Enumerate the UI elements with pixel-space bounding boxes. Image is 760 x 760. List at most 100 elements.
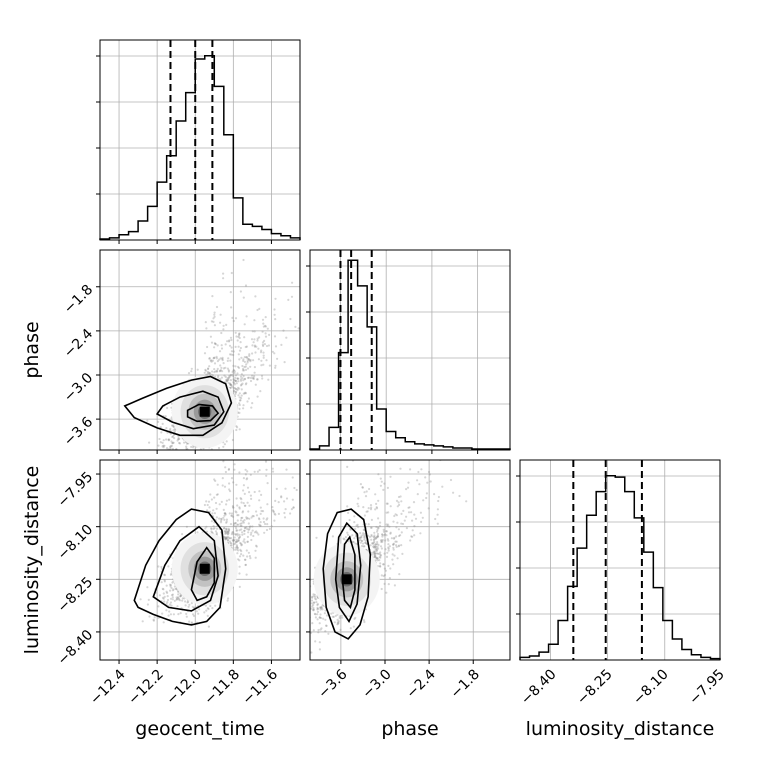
sample-point (349, 627, 352, 630)
sample-point (245, 440, 247, 442)
sample-point (235, 544, 238, 547)
sample-point (205, 500, 208, 503)
sample-point (253, 330, 256, 333)
sample-point (239, 341, 242, 344)
sample-point (266, 503, 269, 506)
sample-point (407, 511, 411, 514)
sample-point (224, 536, 227, 539)
sample-point (246, 517, 249, 520)
sample-point (232, 389, 235, 392)
sample-point (234, 365, 237, 368)
sample-point (256, 308, 259, 312)
sample-point (139, 598, 142, 601)
sample-point (264, 332, 267, 335)
sample-point (310, 595, 314, 598)
sample-point (214, 343, 217, 346)
sample-point (407, 506, 410, 509)
sample-point (258, 499, 261, 502)
sample-point (239, 399, 242, 402)
sample-point (161, 445, 164, 448)
sample-point (234, 546, 237, 549)
sample-point (226, 379, 229, 382)
sample-point (167, 614, 170, 617)
sample-point (387, 539, 390, 542)
sample-point (177, 437, 180, 440)
sample-point (294, 602, 296, 604)
sample-point (231, 531, 234, 534)
sample-point (252, 376, 255, 379)
sample-point (389, 567, 392, 570)
sample-point (152, 618, 155, 621)
sample-point (346, 533, 350, 537)
sample-point (225, 520, 228, 523)
sample-point (216, 367, 219, 370)
sample-point (411, 535, 414, 538)
sample-point (258, 490, 261, 493)
sample-point (230, 350, 233, 353)
sample-point (395, 526, 398, 529)
sample-point (359, 532, 362, 535)
sample-point (378, 555, 381, 559)
sample-point (249, 360, 252, 363)
sample-point (224, 470, 227, 474)
sample-point (374, 548, 377, 551)
sample-point (315, 601, 318, 604)
sample-point (458, 494, 461, 498)
sample-point (375, 549, 378, 552)
sample-point (157, 565, 160, 568)
sample-point (325, 624, 328, 627)
sample-point (166, 406, 169, 410)
sample-point (253, 319, 256, 322)
sample-point (268, 364, 271, 367)
sample-point (230, 353, 233, 356)
sample-point (377, 517, 380, 520)
sample-point (316, 606, 319, 610)
sample-point (339, 628, 342, 632)
density-peak (341, 574, 352, 585)
sample-point (166, 456, 168, 458)
sample-point (215, 305, 219, 309)
sample-point (228, 512, 231, 515)
sample-point (363, 514, 366, 517)
sample-point (169, 573, 172, 576)
sample-point (172, 435, 175, 438)
sample-point (229, 542, 232, 545)
sample-point (210, 320, 213, 323)
sample-point (169, 445, 172, 448)
sample-point (239, 375, 243, 378)
sample-point (221, 359, 224, 362)
sample-point (238, 336, 241, 340)
sample-point (239, 522, 242, 525)
sample-point (410, 511, 413, 514)
sample-point (388, 545, 391, 548)
sample-point (375, 507, 379, 510)
sample-point (398, 534, 401, 538)
sample-point (383, 534, 386, 537)
sample-point (370, 506, 373, 509)
sample-point (301, 593, 303, 595)
sample-point (185, 445, 188, 448)
sample-point (233, 390, 236, 393)
y-tick-label: −7.95 (55, 469, 97, 511)
sample-point (264, 460, 268, 463)
sample-point (225, 536, 228, 539)
sample-point (374, 556, 377, 559)
y-tick-label: −8.40 (55, 627, 97, 669)
sample-point (258, 307, 261, 310)
x-tick-label: −12.0 (163, 666, 205, 708)
sample-point (214, 370, 217, 373)
sample-point (267, 344, 270, 347)
sample-point (262, 354, 265, 357)
sample-point (277, 512, 280, 516)
sample-point (247, 531, 250, 534)
sample-point (232, 543, 235, 546)
sample-point (252, 359, 255, 362)
sample-point (210, 527, 213, 530)
sample-point (372, 541, 375, 545)
sample-point (301, 637, 303, 639)
sample-point (274, 364, 277, 367)
histogram-geocent_time (99, 55, 301, 240)
sample-point (209, 604, 212, 608)
sample-point (271, 470, 275, 473)
sample-point (241, 510, 245, 513)
